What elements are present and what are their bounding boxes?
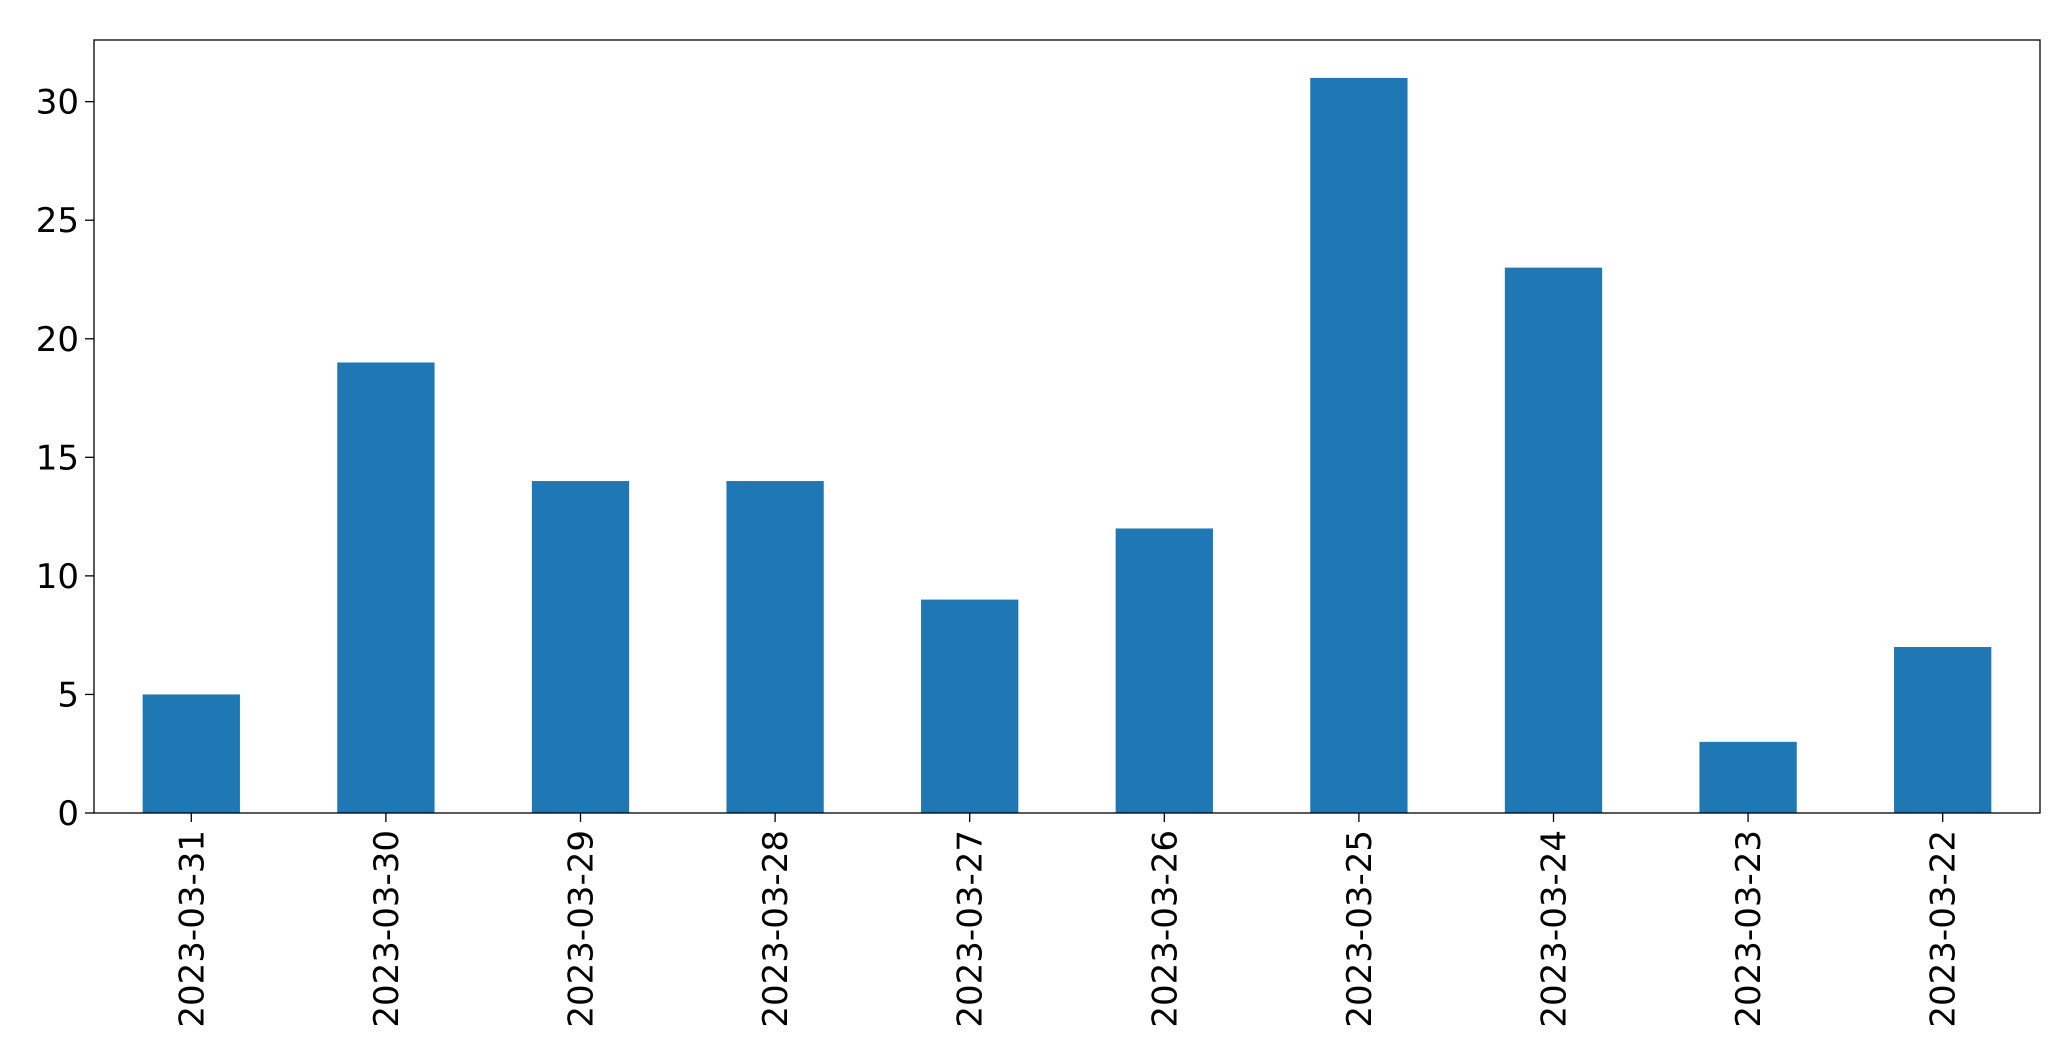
bar-2023-03-30 [337,362,435,813]
x-tick-label: 2023-03-28 [756,830,796,1028]
y-tick-label: 10 [36,557,79,597]
bar-2023-03-31 [142,694,240,813]
x-tick-label: 2023-03-23 [1729,830,1769,1028]
x-tick-label: 2023-03-25 [1340,830,1380,1028]
bar-2023-03-28 [726,481,824,813]
bar-2023-03-26 [1115,528,1213,813]
bar-2023-03-27 [921,599,1019,813]
y-tick-label: 25 [36,201,79,241]
x-tick-label: 2023-03-27 [951,830,991,1028]
bars-group [142,77,1992,813]
plot-area [93,39,2041,814]
y-tick-label: 0 [57,794,79,834]
y-tick-label: 20 [36,320,79,360]
plot-frame [93,39,2041,814]
bar-2023-03-29 [531,481,630,813]
bar-2023-03-22 [1894,647,1992,813]
x-tick-label: 2023-03-29 [562,830,602,1028]
y-tick-label: 30 [36,83,79,123]
x-tick-label: 2023-03-26 [1145,830,1185,1028]
x-axis: 2023-03-31 2023-03-30 2023-03-29 2023-03-28… [172,813,1964,1028]
y-tick-label: 15 [36,438,79,478]
bar-2023-03-23 [1699,741,1797,813]
y-tick-label: 5 [57,675,79,715]
bar-2023-03-24 [1504,267,1603,813]
x-tick-label: 2023-03-22 [1924,830,1964,1028]
bar-2023-03-25 [1310,77,1408,813]
y-axis: 0 5 10 15 20 25 30 [36,83,94,834]
x-tick-label: 2023-03-24 [1535,830,1575,1028]
x-tick-label: 2023-03-31 [172,830,212,1028]
x-tick-label: 2023-03-30 [367,830,407,1028]
